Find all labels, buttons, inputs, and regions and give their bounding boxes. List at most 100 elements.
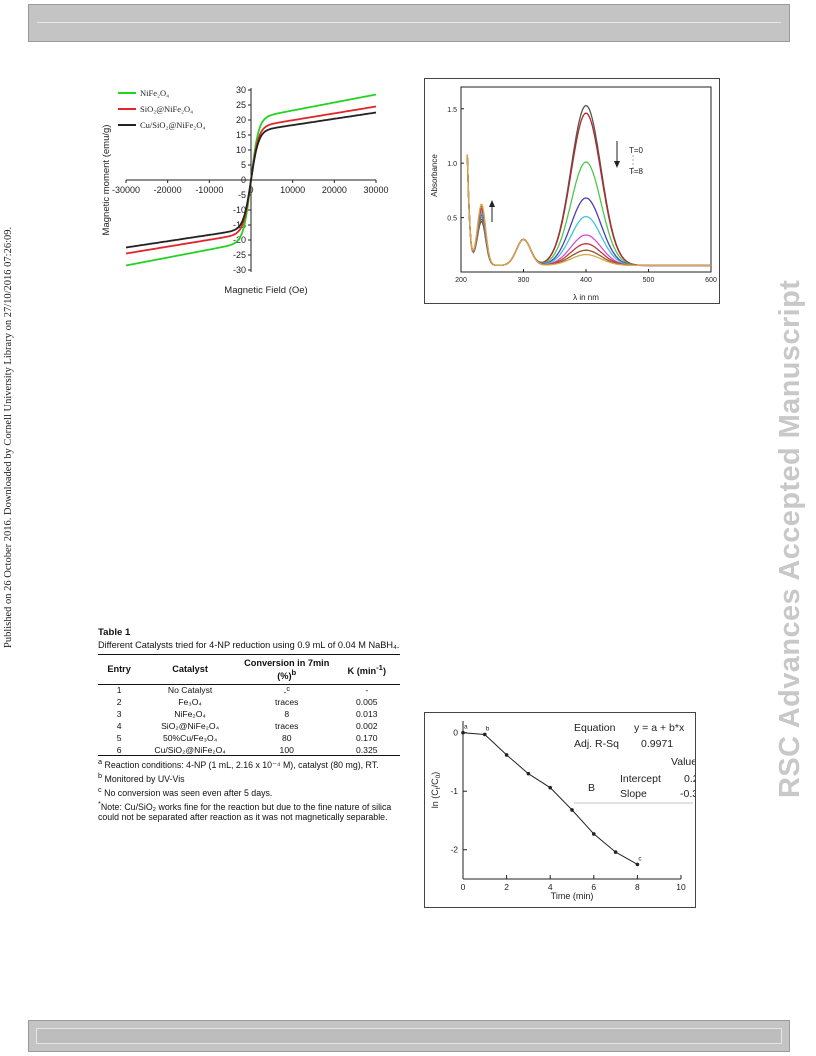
down-arrow-head-icon (614, 161, 620, 168)
table-cell-k: 0.170 (356, 732, 378, 743)
y-axis-label: Absorbance (430, 154, 439, 197)
y-tick-label: -5 (238, 190, 246, 200)
table-cell-k: 0.013 (356, 709, 378, 720)
legend-label: Cu/SiO₂@NiFe₂O₄ (140, 120, 205, 130)
vsm-chart: -30000 -20000 -10000 0 10000 20000 30000 30 25 20… (101, 85, 389, 296)
kinetics-point (548, 785, 552, 790)
x-tick-label: 300 (518, 277, 530, 284)
table-row: 2 Fe₃O₄ traces 0.005 (98, 696, 400, 708)
table-cell-entry: 5 (116, 732, 122, 743)
x-tick-label: -10000 (195, 185, 223, 195)
x-tick-label: 600 (705, 277, 717, 284)
y-axis-label: ln (Ct/C0) (430, 772, 442, 808)
y-tick-label: 1.0 (447, 161, 457, 168)
intercept-value: 0.2718 (684, 773, 695, 785)
table-cell-catalyst: No Catalyst (167, 685, 213, 696)
x-tick-label: 20000 (322, 185, 347, 195)
r2-value: 0.9971 (641, 738, 673, 750)
x-tick-label: 200 (455, 277, 467, 284)
y-tick-label: 1.5 (447, 107, 457, 114)
y-tick-label: 25 (236, 100, 246, 110)
legend-label: NiFe₂O₄ (140, 88, 169, 98)
y-tick-label: -10 (233, 205, 246, 215)
x-tick-label: 30000 (363, 185, 388, 195)
y-axis-label: Magnetic moment (emu/g) (101, 125, 112, 236)
table-cell-conversion: traces (275, 697, 299, 708)
y-tick-label: 0 (453, 728, 458, 738)
table-cell-entry: 4 (116, 720, 122, 731)
r2-label: Adj. R-Sq (574, 738, 619, 750)
y-tick-label: 30 (236, 85, 246, 95)
x-axis-label: λ in nm (573, 293, 599, 302)
table-caption: Different Catalysts tried for 4-NP reduc… (98, 640, 400, 650)
up-arrow-head-icon (489, 200, 495, 207)
vsm-figure: -30000 -20000 -10000 0 10000 20000 30000 30 25 20… (98, 80, 398, 300)
page-header-bar (28, 4, 790, 42)
table-cell-k: - (365, 685, 369, 696)
table-cell-entry: 3 (116, 709, 122, 720)
table-row: 1 No Catalyst -c - (98, 684, 400, 697)
uv-spectrum-line (466, 154, 711, 267)
table-cell-conversion: -c (283, 684, 290, 697)
page-footer-bar (28, 1020, 790, 1052)
table-cell-catalyst: 50%Cu/Fe₃O₄ (162, 732, 218, 743)
kinetics-point-label: b (486, 725, 490, 732)
table-row: 5 50%Cu/Fe₃O₄ 80 0.170 (98, 732, 400, 744)
time-start-label: T=0 (629, 146, 644, 155)
slope-value: -0.3245 (680, 788, 695, 800)
catalyst-table: Entry Catalyst Conversion in 7min (%)b K… (98, 653, 400, 757)
y-tick-label: 5 (241, 160, 246, 170)
table-cell-catalyst: NiFe₂O₄ (174, 709, 206, 720)
x-tick-label: 0 (248, 185, 253, 195)
uv-spectrum-line (466, 154, 711, 267)
x-tick-label: 6 (591, 882, 596, 892)
uv-vis-chart: 200 300 400 500 600 1.5 1.0 0.5 T=0 T=8 λ in nm Abs… (430, 86, 717, 302)
uv-spectrum-line (466, 154, 711, 267)
x-tick-label: 8 (635, 882, 640, 892)
table-cell-entry: 2 (116, 697, 122, 708)
y-tick-label: 0.5 (447, 216, 457, 223)
legend-label: SiO₂@NiFe₂O₄ (140, 104, 193, 114)
uv-spectrum-line (466, 154, 711, 267)
y-tick-label: -2 (450, 845, 458, 855)
table-cell-catalyst: SiO₂@NiFe₂O₄ (161, 720, 220, 731)
equation-value: y = a + b*x (634, 722, 685, 734)
footnote: *Note: Cu/SiO₂ works fine for the reacti… (98, 798, 392, 823)
time-end-label: T=8 (629, 167, 644, 176)
uv-spectrum-line (466, 154, 711, 267)
kinetics-point (461, 730, 465, 735)
intercept-label: Intercept (620, 773, 661, 785)
kinetics-point (570, 808, 574, 812)
table-row: 3 NiFe₂O₄ 8 0.013 (98, 708, 400, 720)
kinetics-chart: 0 2 4 6 8 10 0 -1 -2 Equation y = a + b*x Adj. R-Sq… (430, 721, 716, 901)
footnote: a Reaction conditions: 4-NP (1 mL, 2.16 … (98, 757, 379, 771)
y-tick-label: -1 (450, 786, 458, 796)
table-row: 6 Cu/SiO₂@NiFe₂O₄ 100 0.325 (98, 743, 400, 757)
col-entry: Entry (98, 653, 141, 685)
y-tick-label: 15 (236, 130, 246, 140)
col-catalyst: Catalyst (140, 653, 240, 685)
y-tick-label: -30 (233, 265, 246, 275)
x-tick-label: 10 (676, 882, 686, 892)
x-tick-label: 4 (548, 882, 553, 892)
kinetics-point (592, 832, 596, 836)
uv-spectrum-line (466, 154, 711, 267)
footnote: b Monitored by UV-Vis (98, 771, 185, 785)
publication-note: Published on 26 October 2016. Downloaded… (3, 226, 14, 648)
table-row: 4 SiO₂@NiFe₂O₄ traces 0.002 (98, 720, 400, 732)
kinetics-point (613, 850, 618, 854)
x-tick-label: 0 (461, 882, 466, 892)
uv-spectrum-line (466, 154, 711, 267)
table-1: Table 1 Different Catalysts tried for 4-… (98, 627, 400, 823)
table-cell-conversion: 8 (284, 709, 290, 720)
equation-label: Equation (574, 722, 616, 734)
table-cell-catalyst: Fe₃O₄ (178, 697, 202, 708)
table-cell-entry: 1 (116, 685, 122, 696)
kinetics-point (635, 862, 640, 867)
x-tick-label: 2 (504, 882, 509, 892)
accepted-manuscript-watermark: RSC Advances Accepted Manuscript (774, 279, 806, 798)
table-cell-k: 0.002 (356, 720, 378, 731)
table-cell-entry: 6 (98, 743, 141, 757)
y-tick-label: 20 (236, 115, 246, 125)
y-tick-label: -25 (233, 250, 246, 260)
